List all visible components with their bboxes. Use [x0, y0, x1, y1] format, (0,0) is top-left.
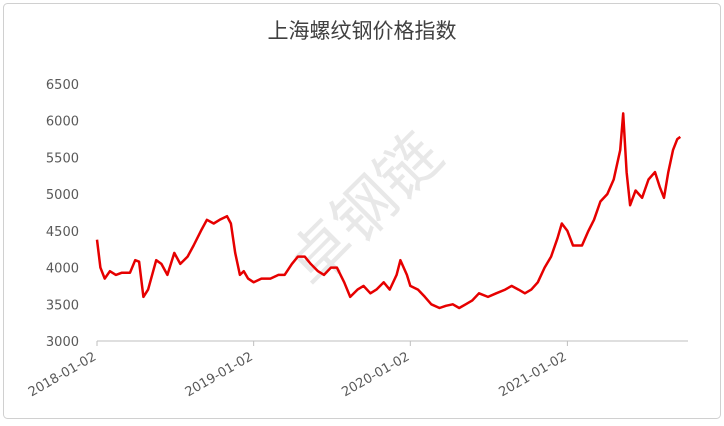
y-tick-label: 5000 — [46, 188, 79, 203]
y-tick-label: 3500 — [46, 298, 79, 313]
y-tick-label: 5500 — [46, 151, 79, 166]
y-tick-label: 6500 — [46, 78, 79, 93]
line-series — [95, 112, 682, 310]
y-tick-label: 4500 — [46, 225, 79, 240]
y-tick-label: 4000 — [46, 262, 79, 277]
chart-frame — [3, 3, 721, 419]
chart-title: 上海螺纹钢价格指数 — [268, 19, 457, 43]
y-tick-label: 6000 — [46, 115, 79, 130]
y-tick-label: 3000 — [46, 335, 79, 350]
